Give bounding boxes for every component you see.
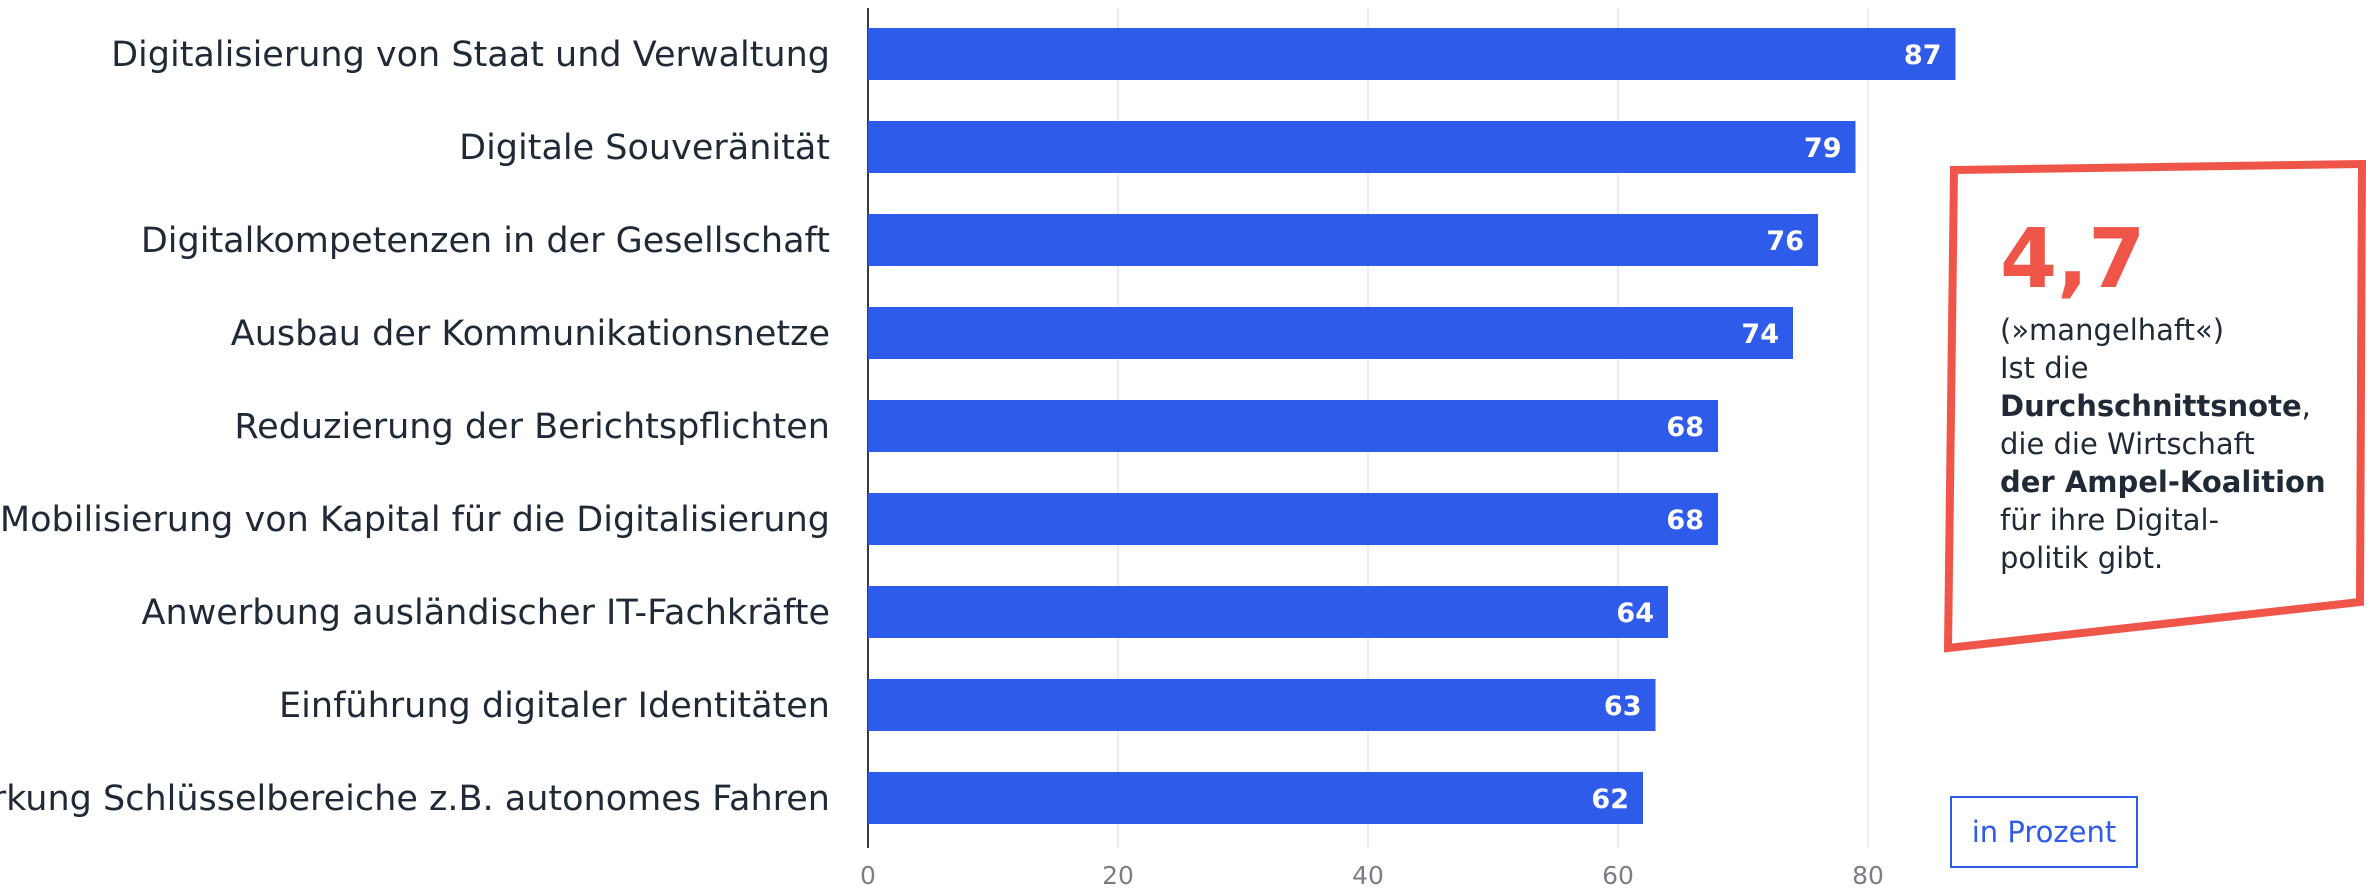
bars (868, 28, 1956, 824)
category-label: Reduzierung der Berichtspflichten (234, 407, 830, 447)
bar (868, 307, 1793, 359)
value-label: 74 (1741, 319, 1779, 350)
value-labels: 87 79 76 74 68 68 64 63 62 (1591, 40, 1941, 815)
callout-line-bold1: Durchschnittsnote, (2000, 387, 2330, 425)
unit-label: in Prozent (1950, 796, 2138, 868)
callout-line1: Ist die (2000, 351, 2089, 385)
callout-line3: für ihre Digital- (2000, 503, 2220, 537)
callout-value: 4,7 (2000, 212, 2146, 307)
callout-line-bold2: der Ampel-Koalition (2000, 463, 2330, 501)
value-label: 62 (1591, 784, 1629, 815)
category-label: Digitale Souveränität (459, 128, 830, 168)
bar (868, 400, 1718, 452)
value-label: 68 (1666, 505, 1704, 536)
callout-line2: die die Wirtschaft (2000, 427, 2255, 461)
callout-comma: , (2301, 389, 2311, 423)
value-label: 64 (1616, 598, 1654, 629)
category-label: Anwerbung ausländischer IT-Fachkräfte (142, 593, 830, 633)
category-labels: Digitalisierung von Staat und Verwaltung… (0, 35, 830, 819)
callout-box: 4,7 (»mangelhaft«) Ist die Durchschnitts… (2000, 215, 2330, 577)
category-label: Digitalkompetenzen in der Gesellschaft (141, 221, 830, 261)
callout-line4: politik gibt. (2000, 541, 2164, 575)
value-label: 68 (1666, 412, 1704, 443)
bar (868, 586, 1668, 638)
value-label: 76 (1766, 226, 1804, 257)
category-label: Mobilisierung von Kapital für die Digita… (0, 500, 830, 540)
x-tick-label: 60 (1602, 861, 1634, 888)
bar (868, 28, 1956, 80)
callout-grade: (»mangelhaft«) (2000, 313, 2225, 347)
bar (868, 214, 1818, 266)
x-tick-label: 0 (860, 861, 876, 888)
x-tick-labels: 0 20 40 60 80 (860, 861, 1884, 888)
value-label: 79 (1804, 133, 1842, 164)
bar (868, 121, 1856, 173)
bar (868, 679, 1656, 731)
category-label: Stärkung Schlüsselbereiche z.B. autonome… (0, 779, 830, 819)
bar (868, 493, 1718, 545)
value-label: 87 (1904, 40, 1942, 71)
category-label: Digitalisierung von Staat und Verwaltung (111, 35, 830, 75)
category-label: Ausbau der Kommunikationsnetze (231, 314, 830, 354)
bar (868, 772, 1643, 824)
callout-bold1: Durchschnittsnote (2000, 389, 2302, 423)
category-label: Einführung digitaler Identitäten (279, 686, 830, 726)
x-tick-label: 40 (1352, 861, 1384, 888)
callout-frame (1943, 160, 2367, 653)
x-tick-label: 20 (1102, 861, 1134, 888)
value-label: 63 (1604, 691, 1642, 722)
callout-bold2: der Ampel-Koalition (2000, 465, 2326, 499)
x-tick-label: 80 (1852, 861, 1884, 888)
